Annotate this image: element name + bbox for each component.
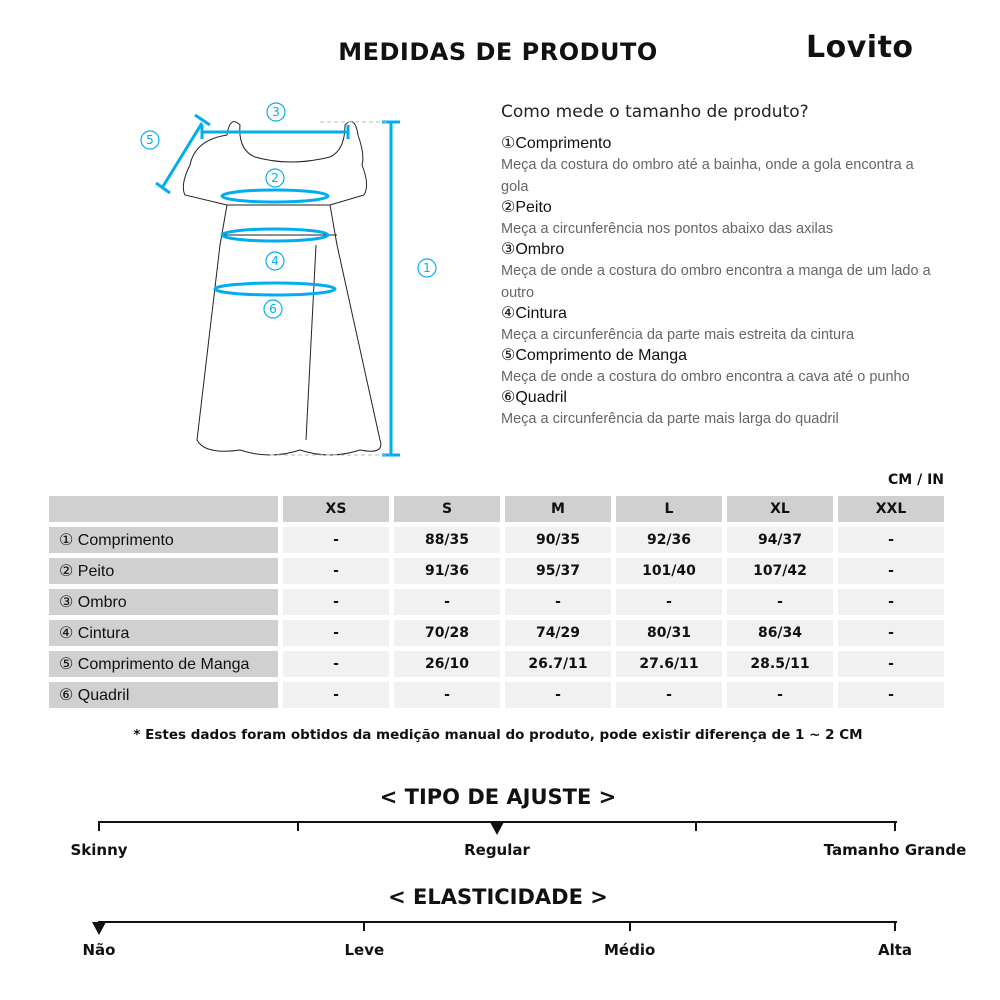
table-row: ① Comprimento -88/35 90/35 92/36 94/37- [49,527,944,553]
table-cell: 70/28 [394,620,500,646]
marker-6: 6 [269,302,277,316]
guide-question: Como mede o tamanho de produto? [501,102,809,122]
marker-5: 5 [146,133,154,147]
marker-1: 1 [423,261,431,275]
table-cell: 28.5/11 [727,651,833,677]
table-cell: - [616,589,722,615]
measurement-guide: Como mede o tamanho de produto? ①Comprim… [501,102,941,430]
selected-marker-icon [92,922,106,935]
table-cell: - [727,682,833,708]
size-header: XXL [838,496,944,522]
row-label: ③ Ombro [49,589,278,615]
table-cell: - [505,589,611,615]
scale-label: Não [82,941,116,959]
scale-label: Skinny [70,841,128,859]
scale-label: Regular [464,841,530,859]
table-row: ③ Ombro - - - - - - [49,589,944,615]
table-cell: 94/37 [727,527,833,553]
table-cell: 101/40 [616,558,722,584]
scale-tick [98,821,100,831]
table-row: ⑤ Comprimento de Manga -26/10 26.7/11 27.6/… [49,651,944,677]
size-table: XS S M L XL XXL ① Comprimento -88/35 90/35 92/36 9… [44,491,949,713]
table-cell: 90/35 [505,527,611,553]
size-header: XL [727,496,833,522]
brand-logo: Lovito [806,30,914,65]
table-cell: 80/31 [616,620,722,646]
table-cell: 26/10 [394,651,500,677]
table-cell: 95/37 [505,558,611,584]
table-cell: - [394,682,500,708]
unit-label: CM / IN [888,472,944,488]
table-cell: - [283,682,389,708]
page-title: MEDIDAS DE PRODUTO [338,38,658,66]
marker-3: 3 [272,105,280,119]
guide-item-desc: Meça de onde a costura do ombro encontra… [501,369,910,385]
row-label: ⑥ Quadril [49,682,278,708]
selected-marker-icon [490,822,504,835]
table-cell: - [505,682,611,708]
row-label: ① Comprimento [49,527,278,553]
table-row: ④ Cintura -70/28 74/29 80/31 86/34- [49,620,944,646]
guide-item-desc: Meça a circunferência da parte mais estr… [501,327,855,343]
table-cell: - [283,620,389,646]
scale-label: Leve [344,941,385,959]
table-cell: - [838,682,944,708]
guide-item-desc: Meça de onde a costura do ombro encontra… [501,263,931,301]
guide-item-title: ③Ombro [501,241,565,258]
disclaimer-note: * Estes dados foram obtidos da medição m… [133,727,863,743]
table-cell: 27.6/11 [616,651,722,677]
marker-4: 4 [271,254,279,268]
table-cell: - [838,651,944,677]
guide-item-title: ⑤Comprimento de Manga [501,347,687,364]
table-cell: - [727,589,833,615]
guide-item-title: ②Peito [501,199,552,216]
table-cell: - [283,651,389,677]
size-header: M [505,496,611,522]
dress-diagram: 3 2 4 6 5 1 [140,102,437,457]
elasticity-title: < ELASTICIDADE > [388,885,608,909]
table-cell: - [283,589,389,615]
scale-label: Médio [604,941,656,959]
scale-tick [628,921,631,931]
size-header: L [616,496,722,522]
scale-tick [297,821,299,831]
table-cell: 92/36 [616,527,722,553]
size-header: S [394,496,500,522]
table-row: ② Peito -91/36 95/37 101/40 107/42- [49,558,944,584]
guide-item-desc: Meça a circunferência nos pontos abaixo … [501,221,834,237]
elasticity-scale [99,921,897,923]
scale-label: Alta [877,941,913,959]
table-cell: - [283,527,389,553]
scale-tick [894,821,896,831]
fit-title: < TIPO DE AJUSTE > [379,785,617,809]
row-label: ⑤ Comprimento de Manga [49,651,278,677]
row-label: ② Peito [49,558,278,584]
scale-tick [894,921,896,931]
table-cell: - [838,589,944,615]
marker-2: 2 [271,171,279,185]
guide-item-title: ⑥Quadril [501,389,567,406]
guide-item-desc: Meça a circunferência da parte mais larg… [501,411,839,427]
guide-item-title: ①Comprimento [501,135,612,152]
row-label: ④ Cintura [49,620,278,646]
table-cell: - [838,558,944,584]
size-header: XS [283,496,389,522]
table-cell: 88/35 [394,527,500,553]
table-row: ⑥ Quadril - - - - - - [49,682,944,708]
table-cell: - [394,589,500,615]
scale-label: Tamanho Grande [823,841,967,859]
table-cell: 86/34 [727,620,833,646]
table-cell: 74/29 [505,620,611,646]
scale-tick [363,921,366,931]
table-cell: - [283,558,389,584]
scale-tick [695,821,697,831]
guide-item-title: ④Cintura [501,305,567,322]
table-cell: - [616,682,722,708]
table-cell: 26.7/11 [505,651,611,677]
table-cell: 107/42 [727,558,833,584]
table-cell: - [838,620,944,646]
guide-item-desc: Meça da costura do ombro até a bainha, o… [501,157,914,195]
table-cell: - [838,527,944,553]
table-cell: 91/36 [394,558,500,584]
